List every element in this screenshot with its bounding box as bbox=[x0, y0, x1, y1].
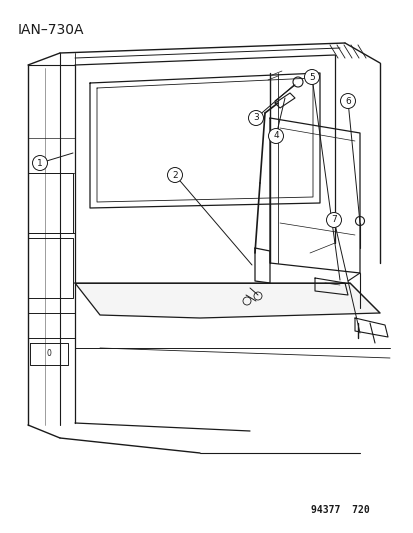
Text: 6: 6 bbox=[344, 96, 350, 106]
Text: IAN–730A: IAN–730A bbox=[18, 23, 84, 37]
Text: 1: 1 bbox=[37, 158, 43, 167]
Circle shape bbox=[33, 156, 47, 171]
Text: 5: 5 bbox=[309, 72, 314, 82]
Text: 7: 7 bbox=[330, 215, 336, 224]
Text: 2: 2 bbox=[172, 171, 177, 180]
Text: 0: 0 bbox=[46, 350, 51, 359]
Text: 94377  720: 94377 720 bbox=[311, 505, 369, 515]
Circle shape bbox=[248, 110, 263, 125]
Polygon shape bbox=[75, 283, 379, 318]
Text: 4: 4 bbox=[273, 132, 278, 141]
Circle shape bbox=[339, 93, 355, 109]
Circle shape bbox=[268, 128, 283, 143]
Circle shape bbox=[167, 167, 182, 182]
Circle shape bbox=[326, 213, 341, 228]
Circle shape bbox=[304, 69, 319, 85]
Text: 3: 3 bbox=[252, 114, 258, 123]
